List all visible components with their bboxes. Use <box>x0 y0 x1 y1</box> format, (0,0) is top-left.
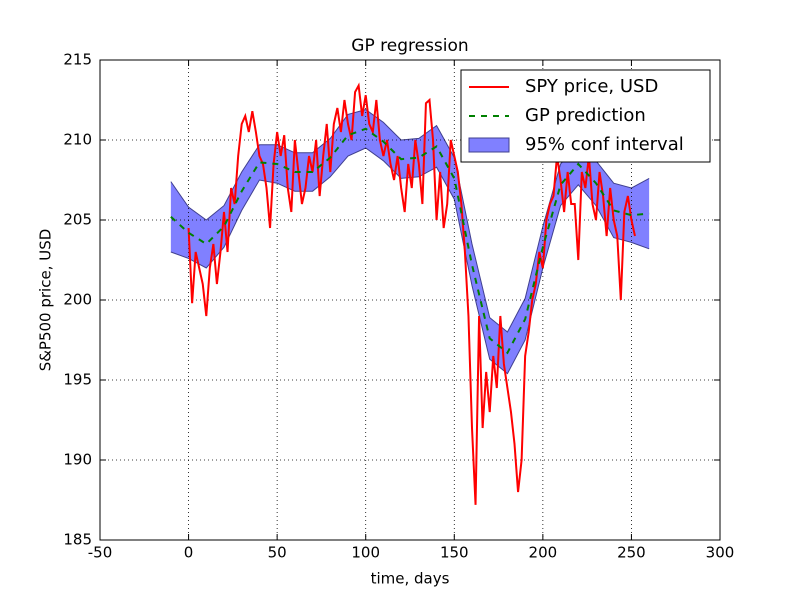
x-tick-label: 300 <box>706 544 735 562</box>
legend-label: SPY price, USD <box>525 76 658 97</box>
y-tick-label: 200 <box>63 291 92 309</box>
x-tick-label: 150 <box>440 544 469 562</box>
legend-label: 95% conf interval <box>525 134 684 155</box>
confidence-band <box>170 109 650 374</box>
y-tick-label: 185 <box>63 531 92 549</box>
series-line <box>187 82 636 505</box>
legend-swatch <box>468 137 510 153</box>
x-tick-label: 0 <box>184 544 194 562</box>
x-tick-label: 100 <box>351 544 380 562</box>
y-tick-label: 190 <box>63 451 92 469</box>
y-tick-label: 195 <box>63 371 92 389</box>
x-tick-label: 50 <box>268 544 287 562</box>
plot-frame <box>99 59 721 541</box>
legend: SPY price, USD GP prediction 95% conf inte… <box>460 69 711 163</box>
chart-title: GP regression <box>351 36 468 56</box>
x-tick-label: 250 <box>617 544 646 562</box>
y-tick-label: 215 <box>63 51 92 69</box>
x-tick-label: -50 <box>88 544 113 562</box>
legend-label: GP prediction <box>525 105 646 126</box>
y-tick-label: 205 <box>63 211 92 229</box>
y-tick-label: 210 <box>63 131 92 149</box>
y-axis-label: S&P500 price, USD <box>37 229 55 372</box>
x-tick-label: 200 <box>529 544 558 562</box>
x-axis-label: time, days <box>371 570 450 588</box>
